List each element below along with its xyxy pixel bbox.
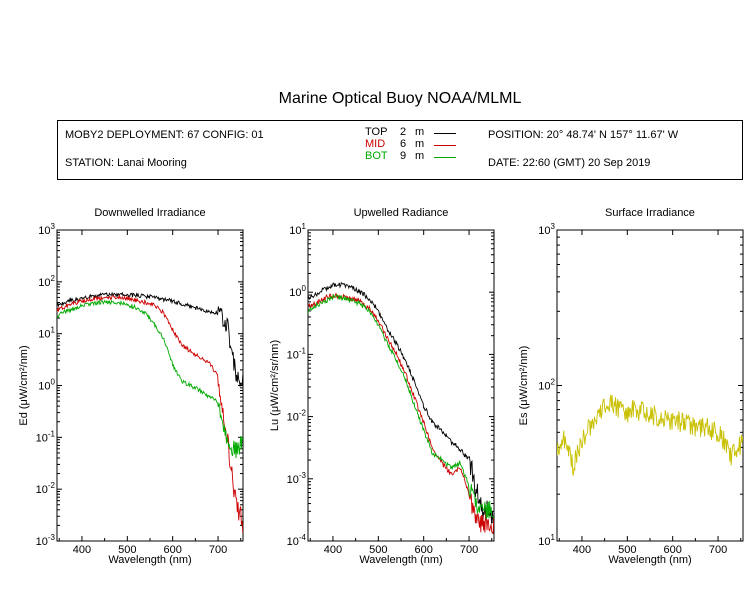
y-tick-label: 101 xyxy=(538,533,555,548)
y-tick-label: 10-3 xyxy=(287,471,307,486)
legend-bot-depth: 9 xyxy=(400,150,407,162)
panel-title: Surface Irradiance xyxy=(605,207,695,219)
y-tick-label: 100 xyxy=(38,378,55,393)
chart-main-title: Marine Optical Buoy NOAA/MLML xyxy=(278,90,522,107)
deployment-text: MOBY2 DEPLOYMENT: 67 CONFIG: 01 xyxy=(65,129,264,141)
info-box: MOBY2 DEPLOYMENT: 67 CONFIG: 01 STATION:… xyxy=(57,120,743,180)
plot-frame xyxy=(556,229,744,542)
legend-mid-depth: 6 xyxy=(400,138,407,150)
legend-mid-line xyxy=(434,145,456,146)
y-tick-label: 100 xyxy=(289,284,306,299)
chart-panel-2: Upwelled Radiance 400 500 600 700 Wavelength … xyxy=(269,207,495,566)
y-tick-label: 101 xyxy=(38,326,55,341)
y-tick-label: 101 xyxy=(289,222,306,237)
y-tick-label: 10-4 xyxy=(287,533,307,548)
x-tick-label: 700 xyxy=(209,544,227,556)
y-tick-label: 102 xyxy=(38,274,55,289)
series-line-top xyxy=(57,291,243,387)
y-tick-label: 10-1 xyxy=(36,429,56,444)
y-tick-label: 103 xyxy=(538,222,555,237)
series-line-mid xyxy=(57,294,243,534)
x-tick-label: 600 xyxy=(164,544,182,556)
legend-bot-name: BOT xyxy=(365,150,388,162)
x-tick-label: 700 xyxy=(460,544,478,556)
legend-mid-unit: m xyxy=(415,138,425,150)
y-tick-label: 102 xyxy=(538,378,555,393)
x-tick-label: 600 xyxy=(415,544,433,556)
panel-title: Downwelled Irradiance xyxy=(94,207,205,219)
x-axis-label: Wavelength (nm) xyxy=(108,554,191,566)
legend-top-unit: m xyxy=(415,126,425,138)
station-text: STATION: Lanai Mooring xyxy=(65,157,187,169)
y-tick-label: 10-3 xyxy=(36,533,56,548)
y-tick-label: 10-1 xyxy=(287,346,307,361)
legend-bot-line xyxy=(434,157,456,158)
x-tick-label: 500 xyxy=(618,544,636,556)
x-tick-label: 400 xyxy=(73,544,91,556)
legend-bot-unit: m xyxy=(415,150,425,162)
y-axis-label: Lu (μW/cm²/sr/nm) xyxy=(269,340,281,431)
chart-panel-3: Surface Irradiance 400 500 600 700 Wavelength… xyxy=(518,207,744,566)
legend-mid-name: MID xyxy=(365,138,386,150)
x-tick-label: 700 xyxy=(709,544,727,556)
x-tick-label: 500 xyxy=(369,544,387,556)
position-text: POSITION: 20° 48.74' N 157° 11.67' W xyxy=(488,129,679,141)
legend-top-line xyxy=(434,133,456,134)
panel-title: Upwelled Radiance xyxy=(354,207,449,219)
series-line-top xyxy=(308,281,494,524)
y-tick-label: 10-2 xyxy=(36,481,56,496)
plot-frame xyxy=(56,229,244,542)
legend-top-depth: 2 xyxy=(400,126,407,138)
legend-top-name: TOP xyxy=(365,126,388,138)
plot-frame xyxy=(307,229,495,542)
chart-panel-1: Downwelled Irradiance 400 500 600 700 Wavelen… xyxy=(18,207,244,566)
y-axis-label: Es (μW/cm²/nm) xyxy=(518,346,530,426)
y-tick-label: 103 xyxy=(38,222,55,237)
x-axis-label: Wavelength (nm) xyxy=(608,554,691,566)
x-tick-label: 400 xyxy=(573,544,591,556)
x-axis-label: Wavelength (nm) xyxy=(359,554,442,566)
series-line-bot xyxy=(308,294,494,520)
date-text: DATE: 22:60 (GMT) 20 Sep 2019 xyxy=(488,157,651,169)
series-line-bot xyxy=(57,299,243,459)
x-tick-label: 600 xyxy=(664,544,682,556)
y-axis-label: Ed (μW/cm²/nm) xyxy=(18,345,30,425)
x-tick-label: 400 xyxy=(324,544,342,556)
x-tick-label: 500 xyxy=(118,544,136,556)
series-line-surface xyxy=(557,394,743,476)
y-tick-label: 10-2 xyxy=(287,409,307,424)
series-line-mid xyxy=(308,292,494,535)
